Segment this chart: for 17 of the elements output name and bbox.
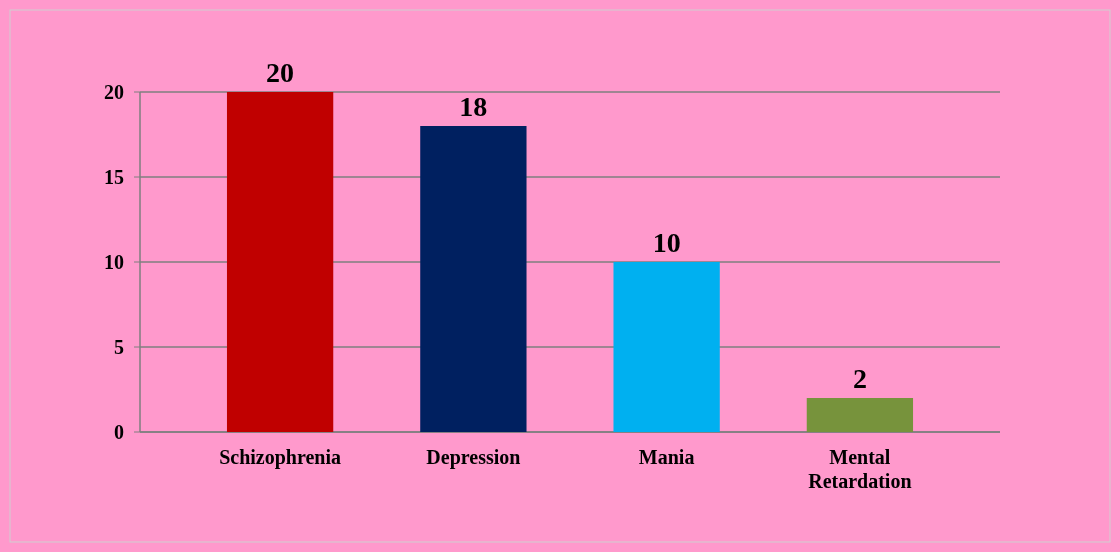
data-label: 18 bbox=[459, 91, 488, 122]
x-tick-label: Mania bbox=[638, 446, 695, 468]
y-tick-label: 15 bbox=[104, 166, 124, 188]
bar bbox=[806, 398, 914, 432]
data-label: 2 bbox=[852, 363, 867, 394]
data-label: 10 bbox=[652, 227, 681, 258]
x-tick-label: Depression bbox=[426, 446, 521, 469]
bar bbox=[226, 92, 334, 432]
x-tick-label: Schizophrenia bbox=[219, 446, 342, 469]
y-tick-label: 5 bbox=[114, 336, 124, 358]
data-label: 20 bbox=[266, 57, 295, 88]
bar bbox=[613, 262, 720, 432]
x-tick-label: Mental Retardation bbox=[808, 446, 912, 492]
y-tick-label: 10 bbox=[104, 251, 124, 273]
y-tick-label: 20 bbox=[104, 81, 124, 103]
y-tick-label: 0 bbox=[114, 421, 124, 443]
bar bbox=[420, 126, 527, 432]
